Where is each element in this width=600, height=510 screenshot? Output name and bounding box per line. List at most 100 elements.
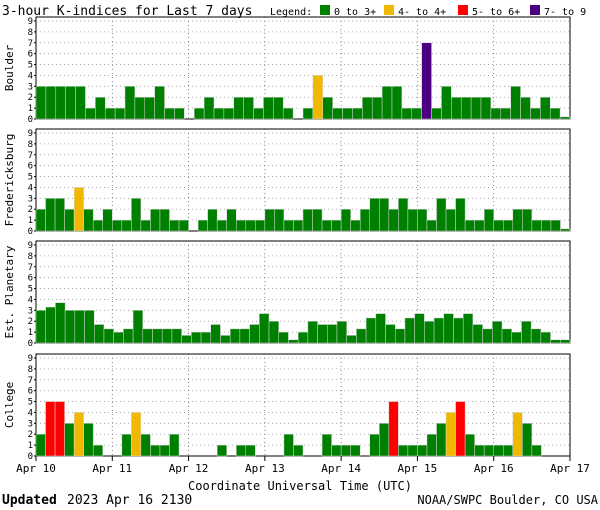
bar: [216, 219, 227, 232]
x-tick-label: Apr 11: [92, 462, 132, 475]
bar: [483, 208, 494, 232]
bar: [426, 219, 437, 232]
bar: [503, 444, 514, 457]
bar: [352, 107, 363, 120]
bar: [385, 324, 396, 344]
bar: [493, 219, 504, 232]
y-tick-label: 7: [28, 151, 33, 161]
bar: [492, 320, 503, 344]
bar: [169, 433, 180, 457]
bar: [443, 313, 454, 344]
bar: [541, 219, 552, 232]
bar: [64, 423, 75, 457]
bar: [181, 335, 192, 344]
bar: [229, 328, 241, 344]
bar: [359, 208, 371, 232]
chart-title: 3-hour K-indices for Last 7 days: [2, 4, 252, 19]
y-tick-label: 2: [28, 317, 33, 327]
bar: [144, 96, 155, 120]
y-tick-label: 8: [28, 140, 33, 150]
bar: [113, 331, 124, 344]
bar: [121, 433, 132, 457]
bar: [550, 219, 561, 232]
bar: [474, 444, 485, 457]
bar: [85, 107, 96, 120]
x-tick-label: Apr 15: [398, 462, 438, 475]
bar: [436, 423, 447, 457]
bar: [350, 444, 361, 457]
y-tick-label: 6: [28, 162, 33, 172]
bar: [407, 444, 418, 457]
bar: [253, 107, 264, 120]
bar: [362, 96, 373, 120]
bar: [559, 116, 571, 120]
bar: [134, 96, 146, 120]
bar: [236, 219, 247, 232]
x-tick-label: Apr 17: [550, 462, 590, 475]
bar: [239, 328, 250, 344]
y-tick-label: 5: [28, 61, 33, 71]
bar: [259, 313, 270, 344]
bar: [95, 96, 106, 120]
x-tick-label: Apr 14: [321, 462, 361, 475]
bar: [455, 198, 466, 232]
bar: [55, 86, 66, 120]
bar: [297, 331, 309, 344]
bar: [560, 339, 571, 344]
bar: [302, 208, 313, 232]
x-axis-ticks: Apr 10 Apr 11 Apr 12 Apr 13 Apr 14 Apr 15 Apr …: [16, 456, 590, 475]
bar: [474, 219, 485, 232]
y-axis-label: Fredericksburg: [3, 134, 16, 227]
bar: [75, 86, 86, 120]
y-tick-label: 4: [28, 408, 33, 418]
bar: [164, 107, 175, 120]
bar: [104, 107, 116, 120]
bar: [278, 331, 289, 344]
y-tick-label: 3: [28, 194, 33, 204]
legend-swatch: [384, 5, 394, 15]
bar: [213, 107, 225, 120]
y-tick-label: 1: [28, 328, 33, 338]
bar: [530, 107, 541, 120]
bar: [45, 306, 56, 344]
bar: [174, 107, 185, 120]
bar: [540, 331, 551, 344]
y-tick-label: 4: [28, 183, 33, 193]
bar: [150, 444, 161, 457]
y-tick-label: 1: [28, 441, 33, 451]
y-tick-label: 5: [28, 398, 33, 408]
bar: [431, 107, 442, 120]
bar: [451, 96, 462, 120]
bar: [140, 219, 151, 232]
bar: [490, 107, 502, 120]
bar: [35, 86, 47, 120]
bar: [530, 328, 542, 344]
bar: [84, 310, 95, 344]
bar: [236, 444, 247, 457]
y-tick-label: 7: [28, 39, 33, 49]
y-tick-label: 2: [28, 430, 33, 440]
bar: [140, 433, 151, 457]
bar: [453, 317, 464, 344]
bar: [411, 107, 422, 120]
bar: [220, 335, 231, 344]
bar: [197, 219, 208, 232]
bar: [121, 219, 132, 232]
bar: [331, 444, 342, 457]
bar: [293, 444, 304, 457]
y-tick-label: 9: [28, 354, 33, 364]
legend-label: Legend:: [270, 7, 312, 18]
bar: [35, 208, 46, 232]
bar: [203, 96, 215, 120]
credit: NOAA/SWPC Boulder, CO USA: [417, 493, 598, 507]
bar: [200, 331, 212, 344]
bar: [331, 219, 342, 232]
bar: [521, 320, 532, 344]
bar: [312, 208, 323, 232]
y-tick-label: 3: [28, 306, 33, 316]
y-axis-label: Boulder: [3, 44, 16, 91]
bar: [103, 328, 114, 344]
bar: [417, 208, 428, 232]
y-tick-label: 1: [28, 104, 33, 114]
